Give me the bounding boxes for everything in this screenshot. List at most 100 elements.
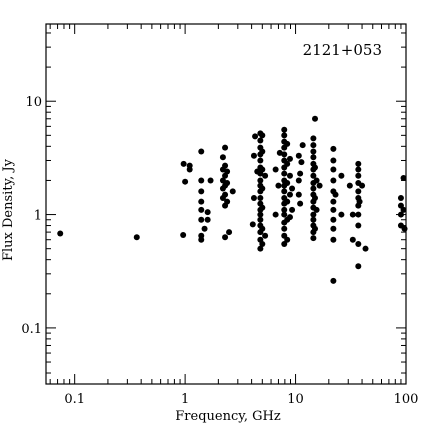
data-point	[222, 234, 229, 241]
data-point	[310, 172, 317, 179]
data-point	[281, 170, 288, 177]
data-point	[332, 191, 339, 198]
data-point	[257, 216, 264, 223]
data-point	[259, 225, 266, 232]
data-point	[295, 191, 302, 198]
data-point	[182, 178, 189, 185]
data-point	[286, 191, 293, 198]
data-point	[257, 177, 264, 184]
data-point	[262, 172, 269, 179]
data-point	[289, 206, 296, 213]
data-point	[198, 198, 205, 205]
data-point	[133, 234, 140, 241]
data-point	[397, 211, 404, 218]
data-point	[400, 206, 407, 213]
data-point	[204, 209, 211, 216]
data-point	[224, 198, 231, 205]
data-point	[257, 157, 264, 164]
data-point	[222, 191, 229, 198]
y-tick-label: 10	[25, 95, 42, 110]
data-point	[284, 236, 291, 243]
data-point	[198, 216, 205, 223]
axes: 0.1 1 10 100 0.1 1 10	[21, 23, 418, 407]
plot-frame	[45, 23, 407, 385]
data-point	[198, 188, 205, 195]
data-point	[224, 168, 231, 175]
data-point	[257, 211, 264, 218]
data-point	[310, 135, 317, 142]
data-point	[281, 126, 288, 133]
data-point	[359, 182, 366, 189]
data-point	[226, 229, 233, 236]
data-point	[349, 236, 356, 243]
data-point	[310, 211, 317, 218]
x-tick-label: 1	[181, 392, 189, 407]
data-point	[252, 133, 259, 140]
data-point	[180, 160, 187, 167]
data-point	[198, 148, 205, 155]
data-points	[57, 115, 408, 284]
y-tick-label: 0.1	[21, 322, 42, 337]
data-point	[275, 182, 282, 189]
data-point	[281, 132, 288, 139]
data-point	[259, 204, 266, 211]
data-point	[259, 240, 266, 247]
data-point	[355, 222, 362, 229]
data-point	[249, 221, 256, 228]
data-point	[330, 225, 337, 232]
source-annotation: 2121+053	[303, 41, 382, 59]
data-point	[330, 236, 337, 243]
data-point	[201, 225, 208, 232]
data-point	[312, 115, 319, 122]
data-point	[330, 206, 337, 213]
data-point	[355, 188, 362, 195]
data-point	[355, 211, 362, 218]
x-tick-label: 10	[287, 392, 304, 407]
data-point	[180, 232, 187, 239]
data-point	[198, 232, 205, 239]
data-point	[338, 211, 345, 218]
data-point	[355, 240, 362, 247]
data-point	[310, 185, 317, 192]
data-point	[262, 232, 269, 239]
x-tick-label: 0.1	[64, 392, 85, 407]
data-point	[250, 195, 257, 202]
data-point	[281, 211, 288, 218]
data-point	[272, 211, 279, 218]
data-point	[229, 188, 236, 195]
data-point	[272, 166, 279, 173]
data-point	[346, 182, 353, 189]
y-axis-label: Flux Density, Jy	[1, 158, 16, 261]
data-point	[330, 216, 337, 223]
data-point	[310, 216, 317, 223]
data-point	[355, 160, 362, 167]
data-point	[299, 142, 306, 149]
data-point	[289, 185, 296, 192]
data-point	[257, 245, 264, 252]
data-point	[257, 195, 264, 202]
data-point	[312, 225, 319, 232]
data-point	[313, 177, 320, 184]
data-point	[186, 162, 193, 169]
data-point	[284, 140, 291, 147]
data-point	[397, 195, 404, 202]
data-point	[259, 132, 266, 139]
x-axis-label: Frequency, GHz	[175, 409, 281, 424]
data-point	[330, 166, 337, 173]
data-point	[224, 179, 231, 186]
data-point	[284, 160, 291, 167]
data-point	[281, 240, 288, 247]
data-point	[222, 162, 229, 169]
data-point	[198, 177, 205, 184]
data-point	[349, 211, 356, 218]
data-point	[57, 230, 64, 237]
data-point	[310, 235, 317, 242]
data-point	[286, 155, 293, 162]
data-point	[281, 151, 288, 158]
data-point	[259, 185, 266, 192]
data-point	[250, 152, 257, 159]
data-point	[281, 225, 288, 232]
data-point	[297, 170, 304, 177]
data-point	[295, 152, 302, 159]
data-point	[281, 206, 288, 213]
